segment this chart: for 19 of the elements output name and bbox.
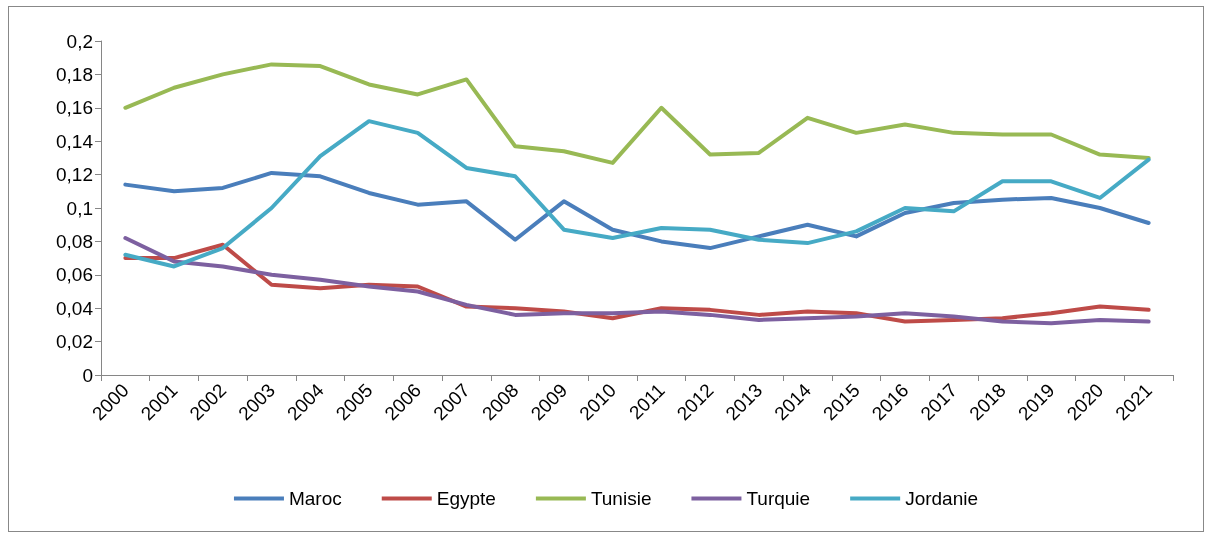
y-tick-label: 0,12 xyxy=(56,164,93,186)
y-tick-label: 0,14 xyxy=(56,130,94,152)
y-tick-label: 0,04 xyxy=(56,297,94,319)
y-tick-label: 0,02 xyxy=(56,331,93,353)
line-series xyxy=(123,62,1151,165)
legend-label: Egypte xyxy=(436,488,496,509)
y-tick-label: 0,18 xyxy=(56,63,93,85)
legend-label: Jordanie xyxy=(905,488,979,509)
legend-label: Turquie xyxy=(746,488,811,509)
y-tick-label: 0,2 xyxy=(66,30,93,52)
y-tick-label: 0,08 xyxy=(56,230,93,252)
y-tick-label: 0,06 xyxy=(56,264,93,286)
legend-label: Tunisie xyxy=(590,488,652,509)
y-tick-label: 0 xyxy=(82,364,93,386)
legend-label: Maroc xyxy=(288,488,342,509)
y-tick-label: 0,16 xyxy=(56,97,93,119)
line-series xyxy=(123,170,1151,251)
line-series xyxy=(123,119,1151,269)
y-tick-label: 0,1 xyxy=(66,197,93,219)
